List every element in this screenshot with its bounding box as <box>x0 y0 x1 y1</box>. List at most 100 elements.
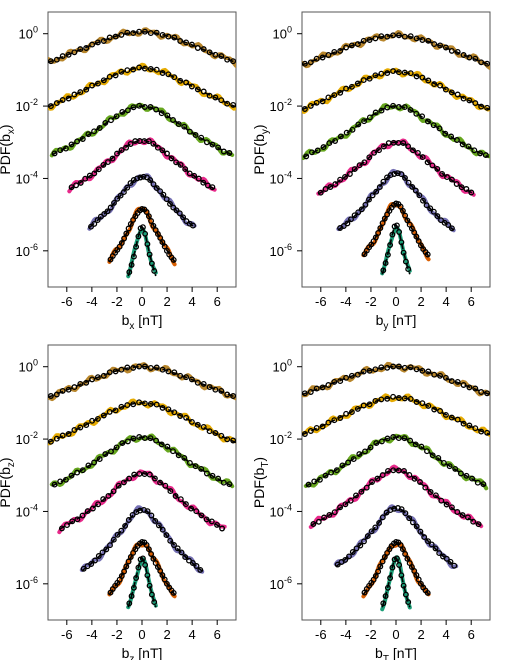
series-2-marker <box>478 428 485 435</box>
plot-area <box>48 362 236 610</box>
series-3-data-curve <box>303 433 489 491</box>
series-5-marker <box>160 191 167 198</box>
series-4-marker <box>73 182 80 189</box>
series-2-marker <box>466 422 473 429</box>
series-2-marker <box>419 74 426 81</box>
series-1-marker <box>59 53 66 60</box>
series-6-marker <box>161 576 168 583</box>
series-3-marker <box>91 459 98 466</box>
series-1-marker <box>343 44 350 51</box>
series-2-marker <box>77 89 84 96</box>
series-6-marker <box>375 230 382 236</box>
series-6-marker <box>121 235 128 242</box>
series-4-marker <box>422 484 429 491</box>
series-2-marker <box>337 89 344 96</box>
series-2-marker <box>460 420 467 427</box>
series-5-marker <box>129 511 136 518</box>
series-5-marker <box>447 558 454 565</box>
series-4-marker <box>321 514 328 521</box>
series-3-fit-line <box>51 436 233 487</box>
series-5-marker <box>376 519 383 526</box>
series-6-marker <box>375 568 382 575</box>
series-4-marker <box>405 143 412 150</box>
series-4-marker <box>411 475 418 482</box>
y-tick-label: 100 <box>273 358 292 375</box>
series-2-marker <box>313 99 320 106</box>
x-axis-label: bx [nT] <box>122 312 163 332</box>
series-3-marker <box>459 141 466 148</box>
series-6-marker <box>415 576 422 583</box>
series-1-marker <box>106 34 113 41</box>
series-2-marker <box>448 89 455 96</box>
series-3-marker <box>130 104 137 111</box>
series-1-marker <box>89 376 96 383</box>
series-5-marker <box>348 216 354 223</box>
series-1-marker <box>77 46 84 53</box>
series-2-data-curve <box>48 62 236 111</box>
series-5-marker <box>180 214 187 221</box>
series-1-marker <box>100 372 107 379</box>
series-3-marker <box>181 454 188 461</box>
series-3-marker <box>453 137 460 143</box>
series-5-fit-line <box>88 175 196 229</box>
series-3-marker <box>186 128 193 135</box>
series-5-marker <box>173 207 180 214</box>
series-2-marker <box>53 100 60 107</box>
x-tick-label: 2 <box>417 294 424 309</box>
series-3-marker <box>96 456 103 463</box>
series-5-marker <box>406 515 413 522</box>
series-3-data-curve <box>49 433 235 489</box>
y-axis-label: PDF(bT) <box>251 457 271 508</box>
series-1-marker <box>59 387 66 394</box>
series-2-marker <box>331 92 338 99</box>
panel-bx: -6 -4 -2 0 2 4 6 bx [nT] 100 10-2 10-4 10-6 PDF(bx) <box>0 11 237 332</box>
series-4-fit-line <box>317 141 475 195</box>
series-2-marker <box>100 77 107 84</box>
series-1-marker <box>360 368 367 375</box>
series-2-marker <box>224 100 231 107</box>
series-1-data-curve <box>302 30 490 70</box>
series-3-marker <box>113 444 120 451</box>
series-5-marker <box>358 206 365 213</box>
series-4-marker <box>346 171 353 177</box>
series-3-marker <box>429 452 436 459</box>
series-6-data-curve <box>107 542 177 599</box>
series-2-marker <box>188 83 195 90</box>
series-5-marker <box>434 213 441 220</box>
series-1-marker <box>442 44 449 51</box>
series-3-marker <box>362 448 368 455</box>
series-2-marker <box>354 80 361 87</box>
series-4-marker <box>385 467 391 474</box>
series-2-marker <box>83 422 90 429</box>
series-4-marker <box>82 175 89 182</box>
series-3-marker <box>198 465 205 472</box>
series-2-marker <box>354 405 361 412</box>
series-1-marker <box>448 47 455 54</box>
series-1-marker <box>188 376 195 383</box>
series-6-marker <box>145 213 152 220</box>
series-4-marker <box>120 479 127 486</box>
series-3-marker <box>424 118 431 125</box>
series-5-marker <box>80 565 87 572</box>
x-tick-label: -2 <box>111 627 123 642</box>
series-4-marker <box>91 170 98 177</box>
x-tick-label: 2 <box>163 294 170 309</box>
series-4-data-curve <box>316 138 476 197</box>
series-1-marker <box>354 371 361 378</box>
x-axis-label: bz [nT] <box>122 645 163 660</box>
panel-bz: -6 -4 -2 0 2 4 6 bz [nT] 100 10-2 10-4 10-6 PDF(bz) <box>0 344 237 660</box>
series-4-marker <box>363 484 370 491</box>
series-4-marker <box>86 172 93 179</box>
series-4-marker <box>195 175 202 182</box>
series-2-fit-line <box>302 70 490 111</box>
series-4-marker <box>406 471 413 478</box>
series-1-marker <box>331 48 338 55</box>
series-2-fit-line <box>302 396 490 436</box>
series-4-fit-line <box>58 472 226 530</box>
series-4-marker <box>327 184 334 190</box>
series-3-marker <box>51 150 58 157</box>
series-4-marker <box>95 166 102 173</box>
y-tick-label: 100 <box>273 25 292 42</box>
series-2-marker <box>337 415 344 421</box>
